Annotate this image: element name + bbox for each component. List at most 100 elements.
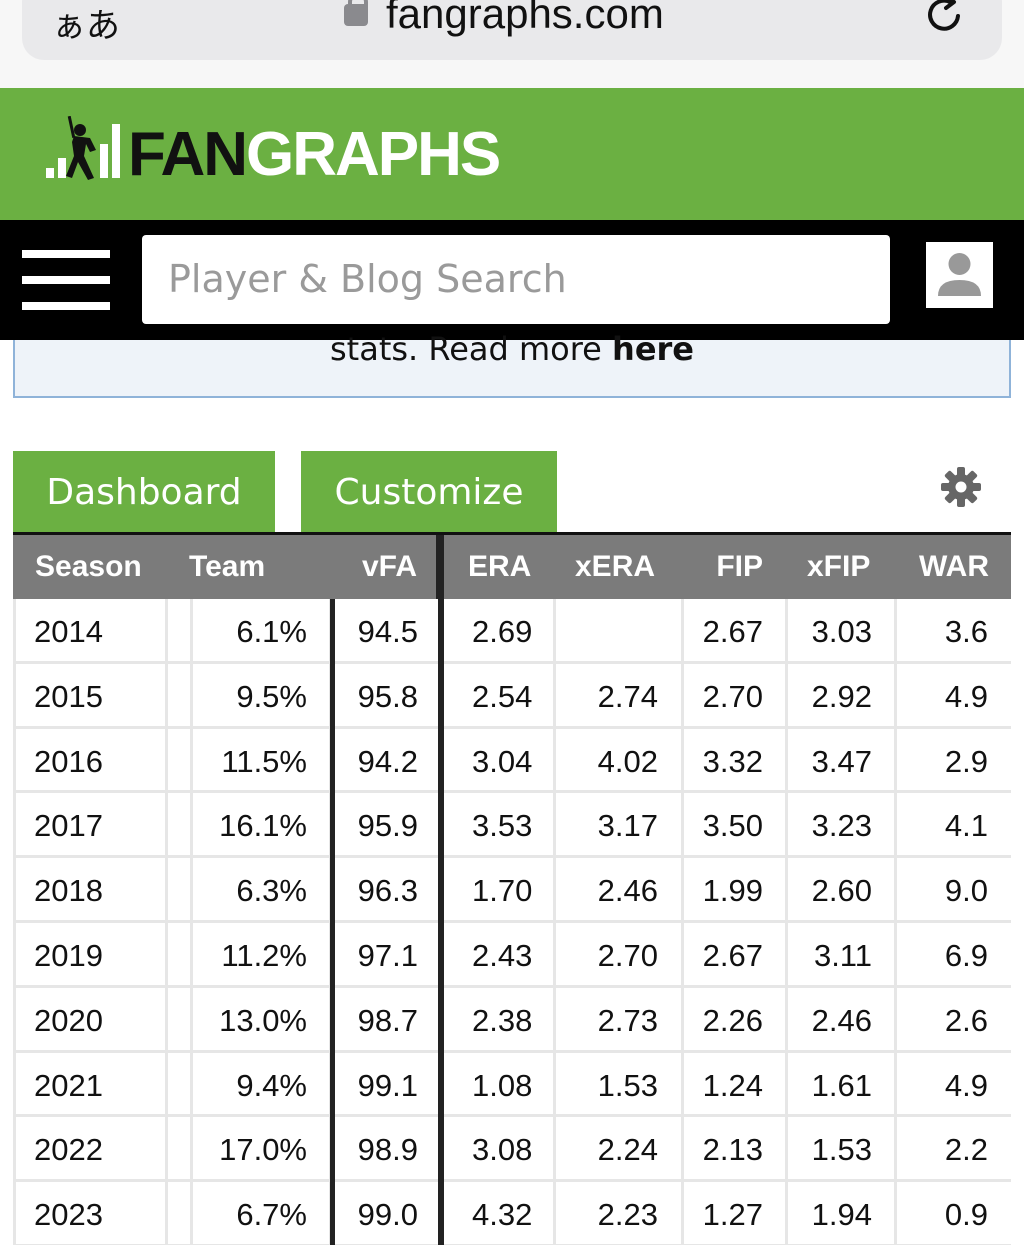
table-row: 2021 9.4% 99.1 1.08 1.53 1.24 1.61 4.9 <box>13 1052 1011 1118</box>
cell-team: 13.0% <box>219 1002 307 1038</box>
cell-team: 17.0% <box>219 1132 307 1168</box>
cell-team: 11.2% <box>221 937 307 973</box>
logo-graphs-text: GRAPHS <box>246 120 501 189</box>
logo-wordmark: FANGRAPHS <box>128 124 501 186</box>
cell-fip: 1.27 <box>702 1197 763 1233</box>
cell-vfa: 94.2 <box>357 743 418 779</box>
cell-fip: 2.26 <box>702 1002 763 1038</box>
cell-season[interactable]: 2015 <box>34 678 103 714</box>
user-account-button[interactable] <box>926 242 993 308</box>
cell-season[interactable]: 2020 <box>34 1002 103 1038</box>
cell-season[interactable]: 2014 <box>34 614 103 649</box>
table-body: 2014 6.1% 94.5 2.69 2.67 3.03 3.6 2015 9.5% 95.8 2… <box>13 599 1011 1245</box>
cell-era: 2.54 <box>472 678 533 714</box>
cell-war: 6.9 <box>944 937 988 973</box>
cell-xera: 3.17 <box>597 808 658 844</box>
cell-vfa: 94.5 <box>357 614 418 649</box>
cell-team: 11.5% <box>221 743 307 779</box>
table-row: 2015 9.5% 95.8 2.54 2.74 2.70 2.92 4.9 <box>13 663 1011 729</box>
tab-customize[interactable]: Customize <box>301 451 557 532</box>
column-divider <box>330 599 335 1245</box>
tab-underline <box>13 532 1011 535</box>
cell-war: 4.9 <box>944 678 988 714</box>
cell-vfa: 98.7 <box>357 1002 418 1038</box>
fangraphs-logo[interactable]: FANGRAPHS <box>46 116 501 186</box>
logo-fan-text: FAN <box>128 120 248 189</box>
cell-era: 3.53 <box>472 808 533 844</box>
cell-xera: 2.24 <box>597 1132 658 1168</box>
col-era[interactable]: ERA <box>468 550 532 583</box>
cell-vfa: 99.0 <box>357 1197 418 1233</box>
notice-link[interactable]: here <box>612 330 694 368</box>
cell-xera: 2.73 <box>597 1002 658 1038</box>
cell-fip: 3.50 <box>702 808 763 844</box>
cell-fip: 2.67 <box>702 614 763 649</box>
nav-bar: Player & Blog Search <box>0 220 1024 340</box>
cell-team: 6.1% <box>236 614 307 649</box>
cell-team: 16.1% <box>219 808 307 844</box>
table-header: Season Team vFA ERA xERA FIP xFIP WAR <box>13 535 1011 599</box>
cell-fip: 2.67 <box>702 937 763 973</box>
col-xera[interactable]: xERA <box>575 550 656 583</box>
cell-xera: 2.46 <box>597 873 658 909</box>
user-icon <box>938 253 981 296</box>
table-row: 2018 6.3% 96.3 1.70 2.46 1.99 2.60 9.0 <box>13 858 1011 923</box>
search-input[interactable]: Player & Blog Search <box>142 235 890 324</box>
cell-team: 9.4% <box>236 1067 307 1103</box>
cell-season[interactable]: 2022 <box>34 1132 103 1168</box>
table-row: 2016 11.5% 94.2 3.04 4.02 3.32 3.47 2.9 <box>13 728 1011 794</box>
brand-header: FANGRAPHS <box>0 88 1024 220</box>
cell-xera: 4.02 <box>597 743 658 779</box>
cell-xfip: 2.60 <box>811 873 872 909</box>
cell-vfa: 96.3 <box>357 873 418 909</box>
url-text[interactable]: fangraphs.com <box>386 0 664 37</box>
table-row: 2017 16.1% 95.9 3.53 3.17 3.50 3.23 4.1 <box>13 793 1011 859</box>
gear-icon[interactable] <box>940 466 982 508</box>
cell-fip: 2.13 <box>702 1132 763 1168</box>
batter-logo-icon <box>46 116 120 180</box>
cell-xfip: 2.46 <box>811 1002 872 1038</box>
cell-era: 1.70 <box>472 873 533 909</box>
lock-icon <box>344 0 368 26</box>
cell-war: 0.9 <box>944 1197 988 1233</box>
cell-era: 4.32 <box>472 1197 533 1233</box>
cell-team: 6.7% <box>236 1197 307 1233</box>
cell-season[interactable]: 2017 <box>34 808 103 844</box>
col-fip[interactable]: FIP <box>716 550 763 583</box>
cell-vfa: 98.9 <box>357 1132 418 1168</box>
column-divider <box>438 599 444 1245</box>
reload-icon[interactable] <box>924 0 964 34</box>
col-season[interactable]: Season <box>35 550 142 583</box>
col-vfa[interactable]: vFA <box>361 550 417 583</box>
cell-war: 2.9 <box>944 743 988 779</box>
col-xfip[interactable]: xFIP <box>807 550 871 583</box>
cell-season[interactable]: 2023 <box>34 1197 103 1233</box>
cell-xfip: 3.23 <box>811 808 872 844</box>
cell-xfip: 2.92 <box>811 678 872 714</box>
notice-banner: stats. Read more here <box>13 330 1011 398</box>
cell-season[interactable]: 2019 <box>34 937 103 973</box>
cell-fip: 2.70 <box>702 678 763 714</box>
cell-war: 2.2 <box>944 1132 988 1168</box>
col-team[interactable]: Team <box>189 550 266 583</box>
cell-xera: 1.53 <box>597 1067 658 1103</box>
cell-xera: 2.70 <box>597 937 658 973</box>
cell-war: 9.0 <box>944 873 988 909</box>
cell-season[interactable]: 2018 <box>34 873 103 909</box>
table-row: 2022 17.0% 98.9 3.08 2.24 2.13 1.53 2.2 <box>13 1117 1011 1183</box>
table-row: 2014 6.1% 94.5 2.69 2.67 3.03 3.6 <box>13 599 1011 664</box>
cell-season[interactable]: 2021 <box>34 1067 103 1103</box>
cell-era: 3.08 <box>472 1132 533 1168</box>
cell-xfip: 1.94 <box>811 1197 872 1233</box>
cell-xfip: 3.11 <box>813 937 872 973</box>
menu-icon[interactable] <box>22 250 112 312</box>
cell-era: 1.08 <box>472 1067 533 1103</box>
col-war[interactable]: WAR <box>919 550 989 583</box>
cell-xfip: 3.47 <box>811 743 872 779</box>
tab-dashboard[interactable]: Dashboard <box>13 451 275 532</box>
cell-season[interactable]: 2016 <box>34 743 103 779</box>
reader-options-button[interactable]: ぁあ <box>52 6 120 46</box>
address-bar[interactable] <box>22 0 1002 60</box>
cell-war: 2.6 <box>944 1002 988 1038</box>
stats-table: Season Team vFA ERA xERA FIP xFIP WAR 20… <box>13 535 1011 1245</box>
